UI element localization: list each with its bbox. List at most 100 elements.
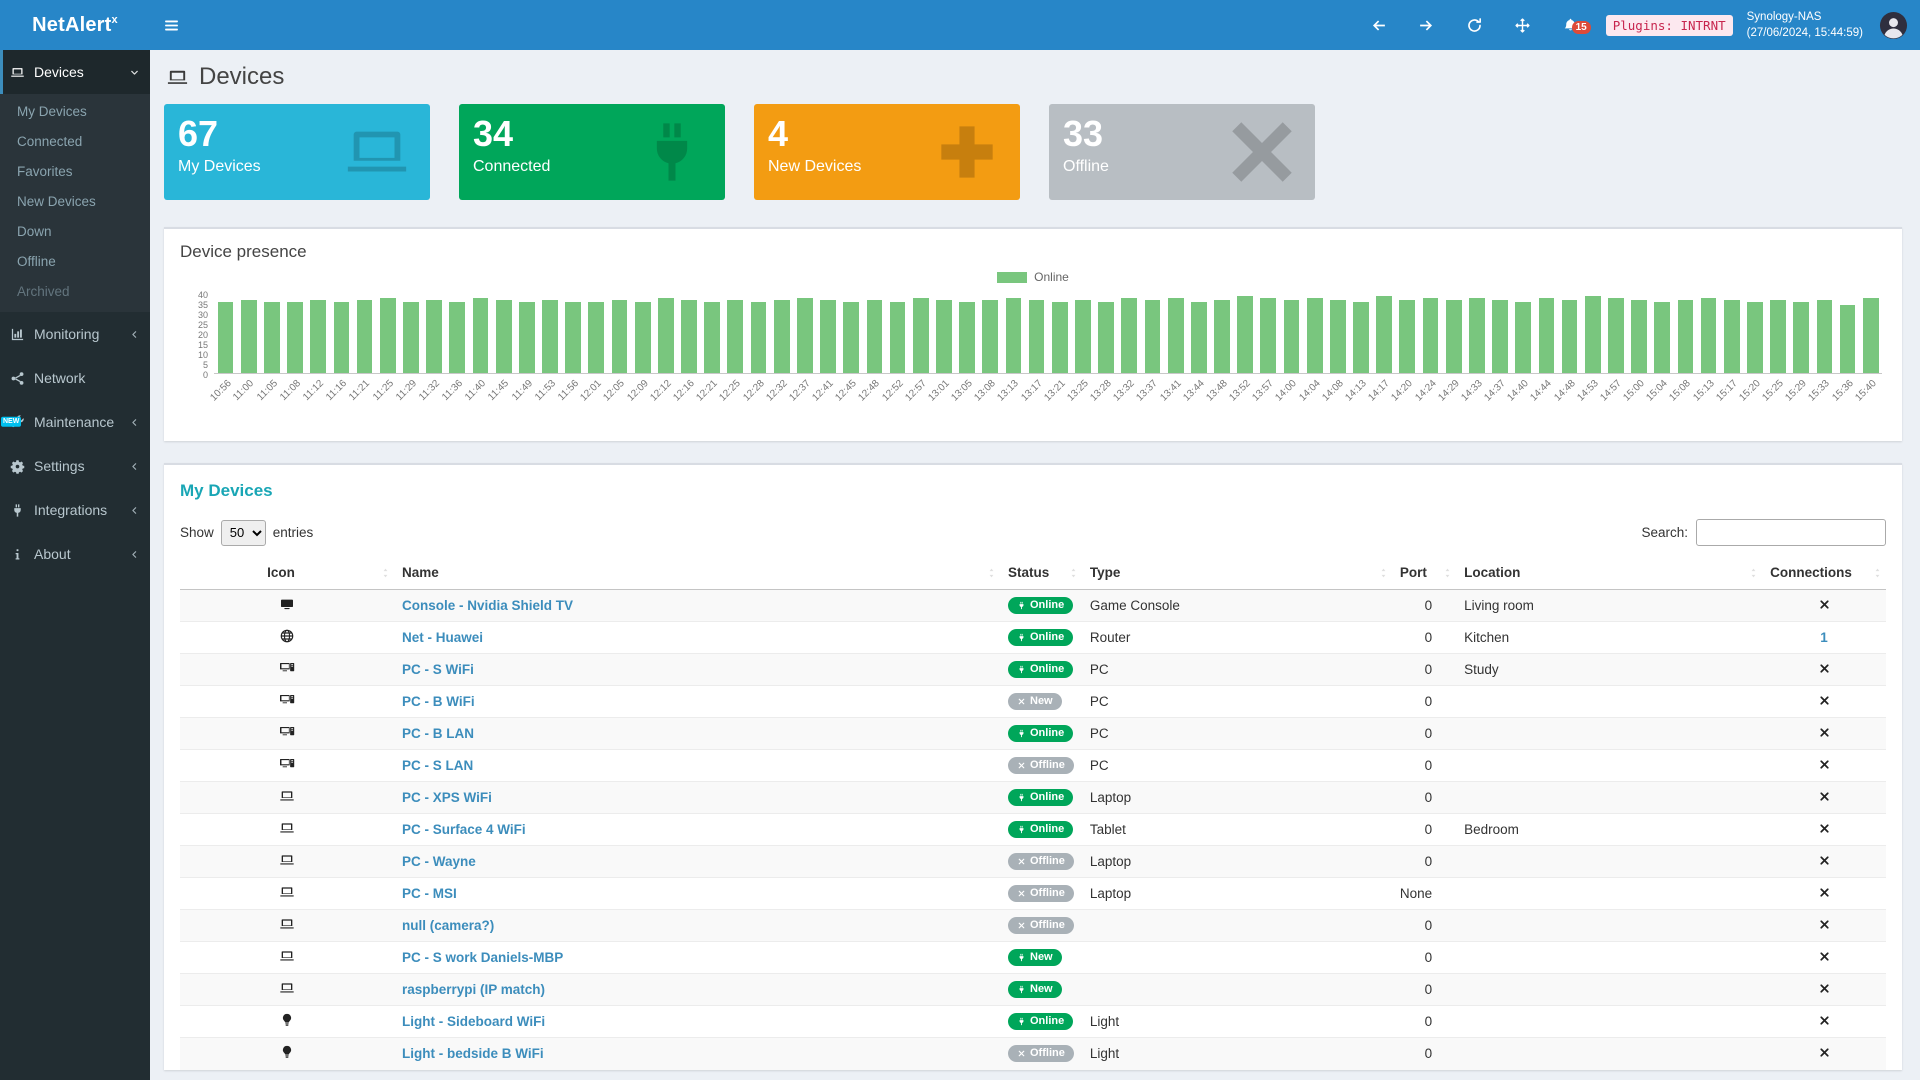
page-length-select[interactable]: 50 <box>220 519 266 546</box>
sidebar-item-integrations[interactable]: Integrations <box>0 488 150 532</box>
delete-device-icon[interactable] <box>1818 822 1831 835</box>
notifications-button[interactable]: 15 <box>1550 17 1592 34</box>
presence-bar <box>562 290 585 373</box>
sidebar-item-label: Monitoring <box>34 326 100 342</box>
chevron-left-icon <box>129 505 140 516</box>
device-name-link[interactable]: Light - bedside B WiFi <box>402 1046 544 1062</box>
status-badge: Online <box>1008 629 1074 646</box>
column-header-port[interactable]: Port <box>1391 556 1457 590</box>
device-name-link[interactable]: PC - Surface 4 WiFi <box>402 822 526 837</box>
nav-forward-button[interactable] <box>1406 17 1448 34</box>
device-port: 0 <box>1391 973 1457 1006</box>
plug-icon <box>1017 793 1026 802</box>
device-name-link[interactable]: PC - S LAN <box>402 758 474 773</box>
column-header-location[interactable]: Location <box>1456 556 1763 590</box>
device-name-link[interactable]: PC - S WiFi <box>402 662 474 677</box>
device-name-link[interactable]: raspberrypi (IP match) <box>402 982 546 997</box>
x-tick: 13:57 <box>1250 378 1277 404</box>
presence-bar <box>353 290 376 373</box>
device-location <box>1456 877 1763 910</box>
x-icon <box>1017 697 1026 706</box>
delete-device-icon[interactable] <box>1818 886 1831 899</box>
device-location: Study <box>1456 653 1763 686</box>
search-input[interactable] <box>1696 519 1886 546</box>
sidebar-subitem-down[interactable]: Down <box>17 223 52 239</box>
device-name-link[interactable]: Console - Nvidia Shield TV <box>402 598 574 613</box>
device-type <box>1081 973 1392 1006</box>
user-avatar[interactable] <box>1879 11 1908 40</box>
sidebar-item-devices[interactable]: Devices <box>0 50 150 94</box>
app-logo[interactable]: NetAlert x <box>0 0 150 50</box>
sidebar-subitem-offline[interactable]: Offline <box>17 253 56 269</box>
device-name-link[interactable]: null (camera?) <box>402 918 495 933</box>
device-name-link[interactable]: PC - S work Daniels-MBP <box>402 950 564 965</box>
x-tick: 13:41 <box>1157 378 1184 404</box>
sidebar-item-about[interactable]: About <box>0 532 150 576</box>
device-row: Light - Sideboard WiFi Online Light 0 <box>180 1005 1886 1038</box>
x-tick: 14:08 <box>1320 378 1346 404</box>
sidebar-item-monitoring[interactable]: Monitoring <box>0 312 150 356</box>
delete-device-icon[interactable] <box>1818 918 1831 931</box>
move-widgets-button[interactable] <box>1502 17 1544 34</box>
status-label: Online <box>1030 1015 1065 1027</box>
x-tick: 11:21 <box>347 378 373 403</box>
delete-device-icon[interactable] <box>1818 694 1831 707</box>
delete-device-icon[interactable] <box>1818 950 1831 963</box>
y-tick: 0 <box>202 370 208 380</box>
presence-bar <box>214 290 237 373</box>
navbar-right: 15 Plugins: INTRNT Synology-NAS (27/06/2… <box>1358 0 1920 50</box>
connections-count-link[interactable]: 1 <box>1820 630 1828 645</box>
delete-device-icon[interactable] <box>1818 726 1831 739</box>
column-header-name[interactable]: Name <box>394 556 1000 590</box>
sidebar-subitem-new-devices[interactable]: New Devices <box>17 193 96 209</box>
sidebar-item-maintenance[interactable]: NEW Maintenance <box>0 400 150 444</box>
device-port: 0 <box>1391 1005 1457 1038</box>
column-header-type[interactable]: Type <box>1081 556 1392 590</box>
stat-card-offline[interactable]: 33 Offline <box>1049 104 1315 200</box>
x-tick: 11:40 <box>463 378 489 403</box>
delete-device-icon[interactable] <box>1818 662 1831 675</box>
stat-card-connected[interactable]: 34 Connected <box>459 104 725 200</box>
device-name-link[interactable]: Light - Sideboard WiFi <box>402 1014 546 1029</box>
plugins-status-chip[interactable]: Plugins: INTRNT <box>1605 14 1733 36</box>
delete-device-icon[interactable] <box>1818 598 1831 611</box>
device-name-link[interactable]: PC - MSI <box>402 886 457 901</box>
sidebar-toggle-button[interactable] <box>150 0 192 50</box>
stat-card-my-devices[interactable]: 67 My Devices <box>164 104 430 200</box>
device-name-link[interactable]: PC - B WiFi <box>402 694 475 709</box>
column-header-icon[interactable]: Icon <box>180 556 394 590</box>
column-header-label: Location <box>1464 565 1521 580</box>
bigx-icon <box>1227 117 1297 187</box>
sidebar-item-network[interactable]: Network <box>0 356 150 400</box>
delete-device-icon[interactable] <box>1818 790 1831 803</box>
column-header-connections[interactable]: Connections <box>1762 556 1886 590</box>
sidebar-subitem-my-devices[interactable]: My Devices <box>17 103 87 119</box>
refresh-button[interactable] <box>1454 17 1496 34</box>
show-label: Show <box>180 525 214 540</box>
device-name-link[interactable]: PC - B LAN <box>402 726 474 741</box>
delete-device-icon[interactable] <box>1818 1046 1831 1059</box>
chart-legend[interactable]: Online <box>180 270 1886 284</box>
x-tick: 12:41 <box>810 378 836 404</box>
sidebar-subitem-favorites[interactable]: Favorites <box>17 163 73 179</box>
nav-back-button[interactable] <box>1358 17 1400 34</box>
presence-bar <box>237 290 260 373</box>
x-tick: 14:48 <box>1551 378 1578 404</box>
sidebar-item-settings[interactable]: Settings <box>0 444 150 488</box>
sidebar-subitem-archived[interactable]: Archived <box>17 283 70 299</box>
presence-bar <box>701 290 724 373</box>
device-name-link[interactable]: Net - Huawei <box>402 630 484 645</box>
delete-device-icon[interactable] <box>1818 758 1831 771</box>
delete-device-icon[interactable] <box>1818 1014 1831 1027</box>
notifications-badge: 15 <box>1571 20 1591 34</box>
sidebar-subitem-connected[interactable]: Connected <box>17 133 83 149</box>
device-type: Light <box>1081 1005 1392 1038</box>
device-name-link[interactable]: PC - XPS WiFi <box>402 790 492 805</box>
stat-card-new-devices[interactable]: 4 New Devices <box>754 104 1020 200</box>
delete-device-icon[interactable] <box>1818 982 1831 995</box>
delete-device-icon[interactable] <box>1818 854 1831 867</box>
device-name-link[interactable]: PC - Wayne <box>402 854 476 869</box>
device-row: PC - B LAN Online PC 0 <box>180 717 1886 750</box>
x-tick: 14:13 <box>1343 378 1369 404</box>
column-header-status[interactable]: Status <box>1000 556 1082 590</box>
